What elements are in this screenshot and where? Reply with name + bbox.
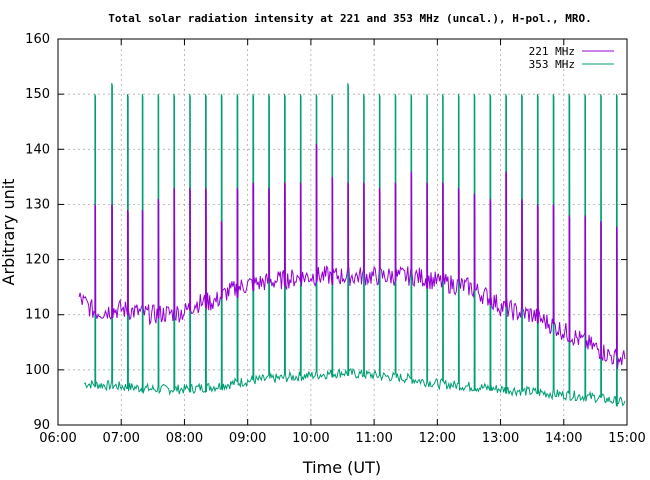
x-tick-label: 13:00 (482, 431, 519, 446)
y-tick-label: 120 (25, 253, 50, 268)
legend-label-353: 353 MHz (529, 58, 575, 71)
y-axis-label: Arbitrary unit (0, 179, 18, 286)
y-tick-label: 110 (25, 308, 50, 323)
x-tick-label: 08:00 (166, 431, 203, 446)
x-tick-label: 10:00 (292, 431, 329, 446)
x-tick-label: 11:00 (355, 431, 392, 446)
x-tick-label: 09:00 (229, 431, 266, 446)
y-tick-label: 90 (33, 418, 50, 433)
series-line-353 (84, 82, 626, 407)
series-line-221 (78, 143, 626, 369)
y-tick-label: 150 (25, 87, 50, 102)
x-tick-label: 12:00 (419, 431, 456, 446)
x-axis-label: Time (UT) (302, 458, 381, 477)
chart-title: Total solar radiation intensity at 221 a… (108, 12, 591, 25)
x-tick-label: 14:00 (545, 431, 582, 446)
x-tick-label: 07:00 (102, 431, 139, 446)
x-tick-label: 15:00 (608, 431, 645, 446)
y-tick-label: 100 (25, 363, 50, 378)
y-tick-label: 140 (25, 142, 50, 157)
y-tick-label: 160 (25, 32, 50, 47)
ticks: 06:00 07:00 08:00 09:00 10:00 11:00 12:00 13:00… (25, 32, 646, 446)
plot-frame (57, 38, 628, 426)
y-tick-label: 130 (25, 197, 50, 212)
legend-label-221: 221 MHz (529, 45, 575, 58)
x-tick-label: 06:00 (39, 431, 76, 446)
grid (58, 39, 627, 425)
series-layer (78, 82, 626, 407)
legend: 221 MHz 353 MHz (529, 45, 614, 71)
